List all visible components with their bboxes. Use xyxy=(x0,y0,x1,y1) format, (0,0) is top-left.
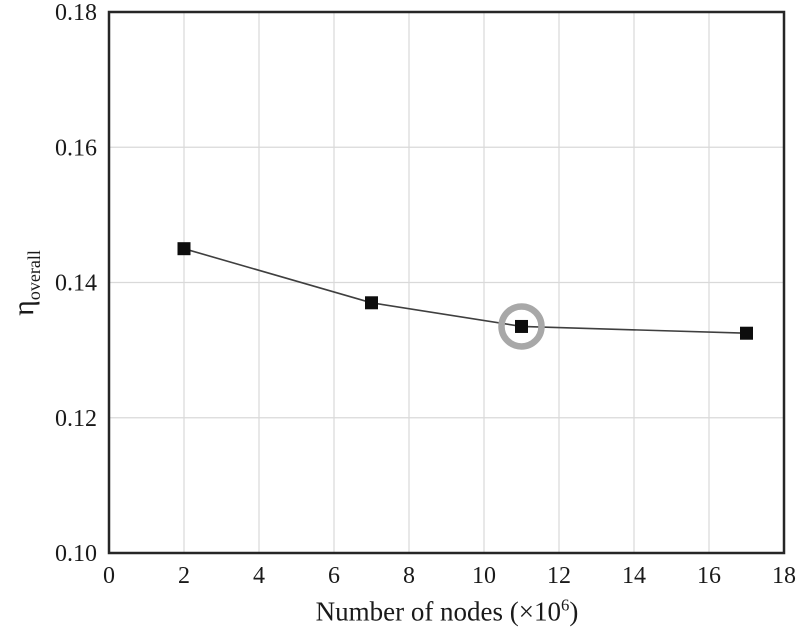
x-tick-label: 6 xyxy=(328,563,340,589)
y-tick-label: 0.16 xyxy=(55,135,97,161)
x-tick-label: 2 xyxy=(178,563,190,589)
y-tick-label: 0.10 xyxy=(55,541,97,567)
series-line xyxy=(183,247,747,335)
y-axis-title-subscript: overall xyxy=(24,250,44,301)
x-axis-title: Number of nodes (×106) xyxy=(316,597,579,628)
x-tick-label: 12 xyxy=(547,563,571,589)
x-tick-label: 16 xyxy=(697,563,721,589)
x-tick-label: 18 xyxy=(772,563,796,589)
data-point-marker xyxy=(515,319,528,333)
x-tick-label: 4 xyxy=(253,563,265,589)
y-tick-label: 0.12 xyxy=(55,406,97,432)
x-tick-label: 10 xyxy=(472,563,496,589)
x-axis-title-close: ) xyxy=(569,596,579,627)
data-point-marker xyxy=(177,242,191,256)
y-axis-title-eta: η xyxy=(7,300,40,316)
y-axis-title: ηoverall xyxy=(7,250,44,316)
x-tick-label: 8 xyxy=(403,563,415,589)
data-point-marker xyxy=(365,296,378,310)
y-tick-label: 0.18 xyxy=(55,0,97,26)
data-point-marker xyxy=(740,326,753,340)
highlight-circle-annotation xyxy=(498,303,545,350)
x-axis-title-superscript: 6 xyxy=(561,595,570,615)
x-tick-label: 0 xyxy=(103,563,115,589)
x-axis-title-text: Number of nodes (×10 xyxy=(315,596,562,627)
x-tick-label: 14 xyxy=(622,563,646,589)
plot-border xyxy=(107,10,786,555)
y-tick-label: 0.14 xyxy=(55,271,97,297)
